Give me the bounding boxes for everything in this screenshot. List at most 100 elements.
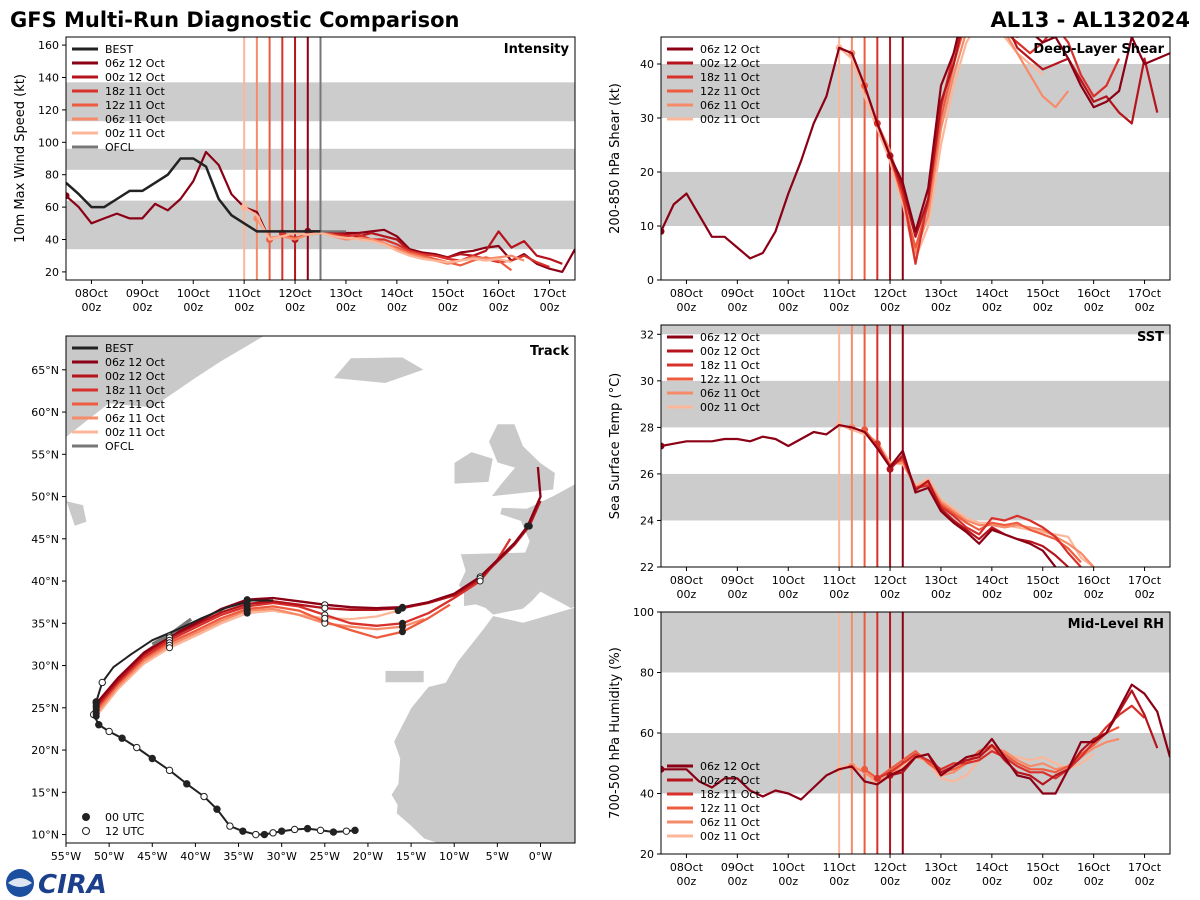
- marker-00utc: [183, 780, 191, 788]
- x-tick-label: 50°W: [94, 850, 124, 863]
- legend-label: 06z 11 Oct: [105, 113, 165, 126]
- x-tick-label: 15Oct 00z: [1026, 861, 1060, 888]
- legend-label: OFCL: [105, 440, 135, 453]
- x-tick-label-line: 12Oct: [874, 861, 908, 874]
- x-tick-label: 35°W: [223, 850, 253, 863]
- storm-id: AL13 - AL132024: [991, 8, 1191, 32]
- x-tick-label-line: 14Oct: [975, 861, 1009, 874]
- reference-band: [661, 612, 1170, 673]
- x-tick-label: 10Oct 00z: [772, 861, 806, 888]
- x-tick-label-line: 00z: [1084, 588, 1104, 601]
- series-06z-12-oct: [661, 424, 1057, 567]
- panel-title: Intensity: [504, 42, 570, 57]
- x-tick-label-line: 15Oct: [1026, 287, 1060, 300]
- x-tick-label-line: 00z: [982, 301, 1002, 314]
- x-tick-label-line: 09Oct: [721, 861, 755, 874]
- marker-legend-label: 12 UTC: [105, 825, 145, 838]
- x-tick-label: 14Oct 00z: [975, 287, 1009, 314]
- plot-area: [661, 325, 1170, 567]
- series-start-marker: [240, 203, 248, 211]
- x-tick-label-line: 13Oct: [924, 861, 958, 874]
- x-tick-label: 09Oct 00z: [126, 287, 160, 314]
- x-tick-label-line: 00z: [829, 301, 849, 314]
- globe-swoosh-icon: [8, 878, 32, 887]
- legend-label: 06z 11 Oct: [700, 99, 760, 112]
- land-britain: [488, 423, 556, 497]
- series-06z-12-oct: [661, 37, 1170, 260]
- x-tick-label-line: 00z: [1135, 588, 1155, 601]
- x-tick-label-line: 15Oct: [1026, 861, 1060, 874]
- legend-label: BEST: [105, 43, 133, 56]
- x-tick-label: 17Oct 00z: [1128, 287, 1162, 314]
- series-06z-11-oct: [255, 217, 525, 265]
- legend-label: 18z 11 Oct: [105, 85, 165, 98]
- marker-00utc: [525, 522, 533, 530]
- x-tick-label: 11Oct 00z: [823, 574, 857, 601]
- plot-area: [661, 37, 1170, 280]
- legend-label: 00z 11 Oct: [700, 113, 760, 126]
- x-tick-label: 08Oct 00z: [670, 287, 704, 314]
- series-start-marker: [66, 192, 70, 200]
- land-newfoundland: [66, 500, 88, 527]
- x-tick-label-line: 09Oct: [721, 287, 755, 300]
- axes-frame: [660, 324, 1171, 568]
- marker-00utc: [277, 827, 286, 835]
- x-tick-label-line: 00z: [778, 875, 798, 888]
- legend-label: 00z 12 Oct: [700, 57, 760, 70]
- x-tick-label-line: 00z: [1033, 875, 1053, 888]
- marker-12utc: [290, 825, 299, 834]
- y-tick-label: 80: [45, 169, 59, 182]
- legend-label: 00z 12 Oct: [105, 370, 165, 383]
- x-tick-label-line: 00z: [982, 588, 1002, 601]
- x-tick-label-line: 11Oct: [823, 287, 857, 300]
- marker-00utc: [260, 830, 269, 839]
- reference-band: [661, 325, 1170, 335]
- legend-label: 00z 12 Oct: [700, 345, 760, 358]
- map-area: [66, 336, 575, 843]
- x-tick-label-line: 17Oct: [1128, 574, 1162, 587]
- y-tick-label: 20: [640, 848, 654, 861]
- x-tick-label: 13Oct 00z: [329, 287, 363, 314]
- axes-frame: [65, 36, 576, 281]
- land-iberia-france: [458, 483, 575, 616]
- series-18z-11-oct: [876, 704, 1146, 780]
- series-start-marker: [886, 465, 894, 473]
- x-tick-label-line: 00z: [778, 301, 798, 314]
- panel-track: 55°W 50°W 45°W 40°W 35°W 30°W 25°W 20°W 15°W 10°W…: [31, 335, 576, 863]
- x-tick-label: 08Oct 00z: [670, 574, 704, 601]
- x-tick-label: 16Oct 00z: [1077, 287, 1111, 314]
- legend-label: 18z 11 Oct: [700, 71, 760, 84]
- x-tick-label: 16Oct 00z: [1077, 574, 1111, 601]
- y-tick-label: 40: [640, 788, 654, 801]
- plot-area: [66, 37, 575, 280]
- y-tick-label: 160: [38, 39, 59, 52]
- x-tick-label: 11Oct 00z: [823, 861, 857, 888]
- x-tick-label-line: 11Oct: [823, 861, 857, 874]
- series-start-marker: [861, 765, 869, 773]
- x-tick-label: 15°W: [396, 850, 426, 863]
- panel-title: Deep-Layer Shear: [1033, 42, 1164, 57]
- x-tick-label-line: 00z: [183, 301, 203, 314]
- marker-12utc: [321, 604, 329, 612]
- marker-12utc: [316, 826, 325, 835]
- y-tick-label: 60: [45, 201, 59, 214]
- x-tick-label-line: 00z: [880, 588, 900, 601]
- series-start-marker: [661, 227, 665, 235]
- marker-00utc: [239, 827, 247, 835]
- series-start-marker: [661, 442, 665, 450]
- y-tick-label: 10: [640, 220, 654, 233]
- marker-12utc: [342, 827, 351, 835]
- x-tick-label-line: 13Oct: [924, 287, 958, 300]
- x-tick-label-line: 08Oct: [670, 574, 704, 587]
- y-tick-label: 20: [640, 166, 654, 179]
- land-ireland: [453, 451, 494, 485]
- x-tick-label-line: 14Oct: [975, 574, 1009, 587]
- marker-12utc: [133, 743, 141, 752]
- x-tick-label: 55°W: [51, 850, 81, 863]
- land-canary-islands: [384, 670, 425, 683]
- series-best: [66, 157, 321, 233]
- marker-00utc: [398, 623, 406, 631]
- x-tick-label-line: 10Oct: [772, 861, 806, 874]
- x-tick-label-line: 08Oct: [670, 861, 704, 874]
